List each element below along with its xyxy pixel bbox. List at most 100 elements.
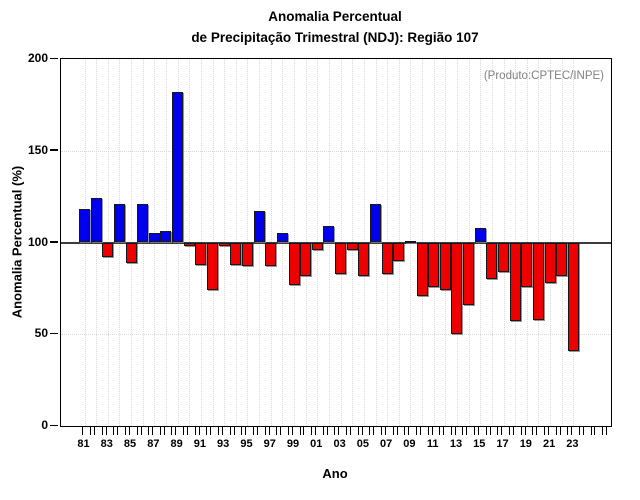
x-axis-tick <box>233 427 235 435</box>
bar-13 <box>451 242 463 335</box>
x-axis-tick <box>520 427 522 435</box>
bar-97 <box>265 242 277 267</box>
x-axis-tick-label: 03 <box>333 438 346 450</box>
x-axis-tick <box>338 427 340 435</box>
x-axis-tick-label: 89 <box>170 438 183 450</box>
x-axis-tick <box>369 427 371 435</box>
x-axis-tick <box>415 427 417 435</box>
chart-title: Anomalia Percentual de Precipitação Trim… <box>60 6 610 48</box>
x-axis-tick <box>582 427 584 435</box>
x-axis-tick <box>509 427 511 435</box>
x-axis-tick <box>264 427 266 435</box>
x-axis-tick <box>543 427 545 435</box>
x-axis-tick <box>171 427 173 435</box>
x-axis-tick <box>268 427 270 435</box>
bar-96 <box>253 211 265 243</box>
bar-82 <box>90 198 102 243</box>
x-axis-tick <box>117 427 119 435</box>
x-axis-tick <box>124 427 126 435</box>
x-axis-tick <box>326 427 328 435</box>
x-axis-tick <box>287 427 289 435</box>
bar-05 <box>358 242 370 276</box>
x-axis-tick <box>315 427 317 435</box>
x-axis-tick <box>501 427 503 435</box>
x-axis-tick <box>489 427 491 435</box>
bar-83 <box>102 242 114 258</box>
x-axis-tick-label: 09 <box>403 438 416 450</box>
x-axis-tick <box>245 427 247 435</box>
bar-88 <box>160 231 172 243</box>
x-axis-tick <box>210 427 212 435</box>
x-axis-tick <box>148 427 150 435</box>
x-axis-tick <box>350 427 352 435</box>
x-axis-tick <box>90 427 91 435</box>
x-axis-tick <box>152 427 154 435</box>
bar-12 <box>439 242 451 291</box>
x-axis-tick <box>578 427 580 435</box>
x-axis-tick <box>252 427 254 435</box>
x-axis-tick-label: 81 <box>77 438 90 450</box>
x-axis-tick <box>454 427 456 435</box>
x-axis-tick <box>113 427 115 435</box>
x-axis-tick <box>396 427 398 435</box>
x-axis-tick <box>478 427 480 435</box>
bar-84 <box>113 203 125 243</box>
grid-line-horizontal <box>61 150 611 152</box>
y-axis-tick <box>50 57 58 59</box>
x-axis-tick-label: 15 <box>473 438 486 450</box>
x-axis-tick-label: 05 <box>356 438 369 450</box>
bar-98 <box>276 233 288 243</box>
x-axis-tick <box>229 427 231 435</box>
x-axis-tick-label: 17 <box>496 438 509 450</box>
x-axis-tick <box>256 427 258 435</box>
bar-21 <box>544 242 556 283</box>
x-axis-tick <box>594 427 596 435</box>
y-axis-tick-label: 200 <box>27 51 48 65</box>
bar-95 <box>241 242 253 267</box>
bar-16 <box>486 242 498 280</box>
x-axis-tick <box>291 427 293 435</box>
bar-19 <box>521 242 533 287</box>
x-axis-tick <box>93 427 95 435</box>
x-axis-tick-label: 11 <box>426 438 439 450</box>
x-axis-tick-label: 85 <box>123 438 137 450</box>
bar-87 <box>148 233 160 243</box>
bar-06 <box>370 203 381 243</box>
x-axis-tick <box>140 427 142 435</box>
x-axis-tick <box>241 427 243 435</box>
x-axis-tick <box>175 427 177 435</box>
x-axis-tick <box>357 427 359 435</box>
x-axis-tick <box>555 427 557 435</box>
x-axis-tick-label: 95 <box>240 438 253 450</box>
x-axis-tick <box>524 427 526 435</box>
bar-10 <box>416 242 428 296</box>
x-axis-tick <box>427 427 429 435</box>
bar-11 <box>428 242 440 287</box>
bar-92 <box>207 242 219 291</box>
bar-93 <box>218 242 230 247</box>
x-axis-tick <box>163 427 165 435</box>
x-axis-tick <box>408 427 410 435</box>
x-axis-tick <box>590 427 592 435</box>
bar-90 <box>183 242 195 247</box>
x-axis-tick <box>466 427 468 435</box>
grid-line-horizontal <box>61 334 611 336</box>
x-axis-tick <box>303 427 305 435</box>
y-axis-tick-label: 50 <box>34 326 48 341</box>
x-axis-tick-label: 13 <box>449 438 463 450</box>
x-axis-tick <box>497 427 499 435</box>
y-axis-tick-label: 150 <box>27 142 48 157</box>
x-axis-tick <box>571 427 573 435</box>
x-axis-tick <box>128 427 130 435</box>
x-axis-tick <box>276 427 278 435</box>
x-axis-tick-label: 99 <box>286 438 300 450</box>
x-axis-tick <box>559 427 561 435</box>
x-axis-tick <box>512 427 514 435</box>
bar-08 <box>393 242 405 261</box>
bar-17 <box>498 242 510 272</box>
bar-85 <box>125 242 137 263</box>
producer-note: (Produto:CPTEC/INPE) <box>483 70 604 82</box>
x-axis-tick <box>606 427 608 435</box>
x-axis-tick-label: 97 <box>263 438 276 450</box>
x-axis-tick <box>218 427 220 435</box>
